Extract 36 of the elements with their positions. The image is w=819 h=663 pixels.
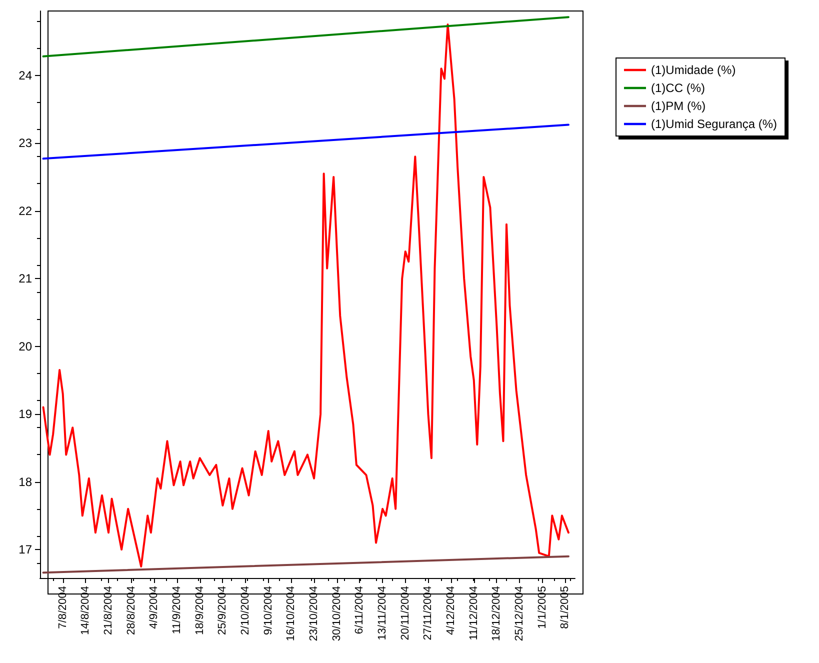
y-tick-label: 17 — [18, 542, 32, 557]
x-tick-label: 23/10/2004 — [308, 586, 320, 642]
x-tick-label: 2/10/2004 — [240, 586, 252, 635]
x-tick-label: 21/8/2004 — [102, 586, 115, 635]
x-tick-label: 7/8/2004 — [56, 586, 69, 629]
x-tick-label: 30/10/2004 — [330, 586, 343, 642]
y-tick-label: 20 — [18, 339, 32, 354]
x-tick-label: 14/8/2004 — [80, 586, 92, 635]
y-tick-label: 21 — [18, 272, 32, 286]
line-series — [42, 24, 570, 568]
x-tick-label: 9/10/2004 — [262, 586, 274, 635]
legend-label: (1)CC (%) — [651, 81, 705, 95]
x-tick-label: 25/9/2004 — [216, 586, 229, 635]
y-tick-label: 24 — [18, 68, 32, 82]
legend-label: (1)PM (%) — [651, 99, 706, 113]
x-tick-label: 11/12/2004 — [468, 586, 480, 640]
x-tick-label: 1/1/2005 — [536, 586, 548, 629]
x-tick-label: 20/11/2004 — [399, 586, 412, 640]
y-tick-label: 19 — [18, 407, 32, 422]
legend-label: (1)Umid Segurança (%) — [651, 117, 778, 131]
y-tick-label: 18 — [18, 474, 32, 489]
x-tick-label: 4/12/2004 — [445, 586, 458, 635]
x-tick-label: 25/12/2004 — [514, 586, 526, 642]
legend-label: (1)Umidade (%) — [651, 63, 736, 77]
x-tick-label: 28/8/2004 — [125, 586, 138, 635]
x-tick-label: 8/1/2005 — [559, 586, 572, 629]
x-tick-label: 16/10/2004 — [285, 586, 298, 642]
y-tick-label: 22 — [18, 204, 32, 218]
y-tick-label: 23 — [18, 136, 32, 150]
x-tick-label: 18/12/2004 — [490, 586, 503, 642]
x-tick-label: 13/11/2004 — [376, 586, 389, 640]
x-tick-label: 27/11/2004 — [422, 586, 434, 640]
x-tick-label: 4/9/2004 — [148, 586, 160, 629]
x-tick-label: 6/11/2004 — [354, 586, 366, 634]
x-tick-label: 18/9/2004 — [194, 586, 206, 635]
x-tick-label: 11/9/2004 — [171, 586, 184, 634]
